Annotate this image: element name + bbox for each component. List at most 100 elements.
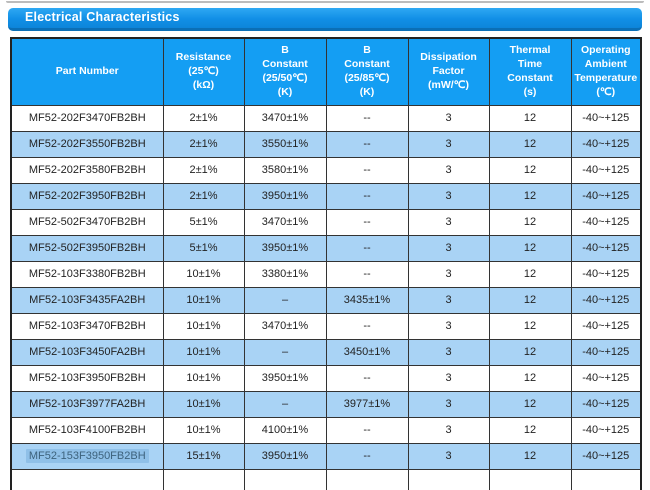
table-cell xyxy=(570,468,642,490)
table-cell: 2±1% xyxy=(162,156,245,184)
table-cell: 3 xyxy=(407,104,490,132)
table-cell: -40~+125 xyxy=(570,234,642,262)
table-cell: 12 xyxy=(488,286,572,314)
table-row: MF52-103F3380FB2BH 10±1% 3380±1% -- 3 12 -40~+… xyxy=(10,260,642,288)
table-cell: 12 xyxy=(488,416,572,444)
table-cell: 12 xyxy=(488,260,572,288)
table-row: MF52-103F3470FB2BH 10±1% 3470±1% -- 3 12 -40~+… xyxy=(10,312,642,340)
table-cell: 12 xyxy=(488,442,572,470)
column-header-line: Factor xyxy=(432,64,465,77)
table-cell: 3470±1% xyxy=(243,312,327,340)
table-row: MF52-202F3950FB2BH 2±1% 3950±1% -- 3 12 -40~+1… xyxy=(10,182,642,210)
table-header: Part Number Resistance (25℃) (kΩ) B Constant(… xyxy=(10,37,642,106)
table-cell: -- xyxy=(325,182,409,210)
column-header-line: Constant xyxy=(344,57,390,70)
table-row: MF52-202F3470FB2BH 2±1% 3470±1% -- 3 12 -40~+1… xyxy=(10,104,642,132)
table-cell: 2±1% xyxy=(162,130,245,158)
table-cell: 3 xyxy=(407,182,490,210)
table-row-partial xyxy=(10,468,642,490)
part-number-cell: MF52-103F3380FB2BH xyxy=(10,260,164,288)
table-cell: 3 xyxy=(407,312,490,340)
table-cell: 3 xyxy=(407,390,490,418)
part-number-cell xyxy=(10,468,164,490)
column-header-4: Dissipation Factor (mW/℃) xyxy=(407,37,490,106)
column-header-line: Resistance xyxy=(175,50,232,63)
table-cell xyxy=(488,468,572,490)
table-cell: 3 xyxy=(407,442,490,470)
part-number-cell: MF52-103F3470FB2BH xyxy=(10,312,164,340)
table-cell: 3 xyxy=(407,234,490,262)
table-cell: -40~+125 xyxy=(570,364,642,392)
table-cell: – xyxy=(243,390,327,418)
table-cell: -- xyxy=(325,208,409,236)
table-cell: 12 xyxy=(488,104,572,132)
column-header-2: B Constant (25/50℃) (K) xyxy=(243,37,327,106)
table-cell: 2±1% xyxy=(162,104,245,132)
table-cell: 10±1% xyxy=(162,286,245,314)
column-header-line: Part Number xyxy=(55,64,119,77)
table-cell: 3 xyxy=(407,416,490,444)
column-header-line: (kΩ) xyxy=(192,78,215,91)
table-cell: 10±1% xyxy=(162,260,245,288)
column-header-line: Constant xyxy=(507,71,553,84)
table-row: MF52-103F3450FA2BH 10±1% –3450±1% 3 12 -40~+1… xyxy=(10,338,642,366)
table-cell: 3950±1% xyxy=(243,182,327,210)
column-header-line: Thermal xyxy=(509,44,551,57)
part-number-cell: MF52-202F3580FB2BH xyxy=(10,156,164,184)
column-header-line: Constant xyxy=(262,57,308,70)
column-header-6: Operating Ambient Temperature (℃) xyxy=(570,37,642,106)
table-cell: 10±1% xyxy=(162,416,245,444)
table-cell: – xyxy=(243,286,327,314)
table-cell: -40~+125 xyxy=(570,416,642,444)
table-cell: 5±1% xyxy=(162,234,245,262)
column-header-3: B Constant (25/85℃) (K) xyxy=(325,37,409,106)
column-header-line: B xyxy=(363,44,371,57)
table-cell: 10±1% xyxy=(162,338,245,366)
table-cell: – xyxy=(243,338,327,366)
column-header-5: Thermal Time Constant (s) xyxy=(488,37,572,106)
table-cell: -- xyxy=(325,312,409,340)
table-cell: 3977±1% xyxy=(325,390,409,418)
table-cell: 12 xyxy=(488,130,572,158)
table-cell: -40~+125 xyxy=(570,390,642,418)
table-cell: 3470±1% xyxy=(243,208,327,236)
column-header-line: Dissipation xyxy=(420,50,477,63)
table-cell: -- xyxy=(325,156,409,184)
column-header-line: (mW/℃) xyxy=(428,78,469,91)
part-number-cell: MF52-202F3550FB2BH xyxy=(10,130,164,158)
table-cell: -40~+125 xyxy=(570,208,642,236)
column-header-line: Ambient xyxy=(584,57,627,70)
column-header-line: (K) xyxy=(277,85,293,98)
part-number-cell: MF52-502F3470FB2BH xyxy=(10,208,164,236)
table-row: MF52-103F3950FB2BH 10±1% 3950±1% -- 3 12 -40~+… xyxy=(10,364,642,392)
table-cell: 3 xyxy=(407,156,490,184)
table-cell: -- xyxy=(325,364,409,392)
part-number-cell: MF52-202F3470FB2BH xyxy=(10,104,164,132)
table-cell: -- xyxy=(325,234,409,262)
table-cell: -- xyxy=(325,260,409,288)
table-cell xyxy=(243,468,327,490)
table-cell: 15±1% xyxy=(162,442,245,470)
part-number-cell: MF52-202F3950FB2BH xyxy=(10,182,164,210)
selected-part-number: MF52-153F3950FB2BH xyxy=(25,449,149,463)
table-cell: 3450±1% xyxy=(325,338,409,366)
part-number-cell: MF52-103F3977FA2BH xyxy=(10,390,164,418)
table-cell xyxy=(407,468,490,490)
column-header-0: Part Number xyxy=(10,37,164,106)
table-cell: 12 xyxy=(488,338,572,366)
part-number-cell: MF52-103F4100FB2BH xyxy=(10,416,164,444)
column-header-line: (K) xyxy=(359,85,375,98)
table-cell: 3 xyxy=(407,130,490,158)
part-number-cell: MF52-103F3450FA2BH xyxy=(10,338,164,366)
column-header-line: (s) xyxy=(523,85,537,98)
table-row: MF52-103F3435FA2BH 10±1% –3435±1% 3 12 -40~+1… xyxy=(10,286,642,314)
column-header-1: Resistance (25℃) (kΩ) xyxy=(162,37,245,106)
table-cell: 10±1% xyxy=(162,312,245,340)
table-cell: 4100±1% xyxy=(243,416,327,444)
table-cell: -40~+125 xyxy=(570,156,642,184)
table-cell: -40~+125 xyxy=(570,442,642,470)
table-cell: 12 xyxy=(488,312,572,340)
section-title-bar: Electrical Characteristics xyxy=(8,8,642,31)
section-title: Electrical Characteristics xyxy=(25,10,180,24)
